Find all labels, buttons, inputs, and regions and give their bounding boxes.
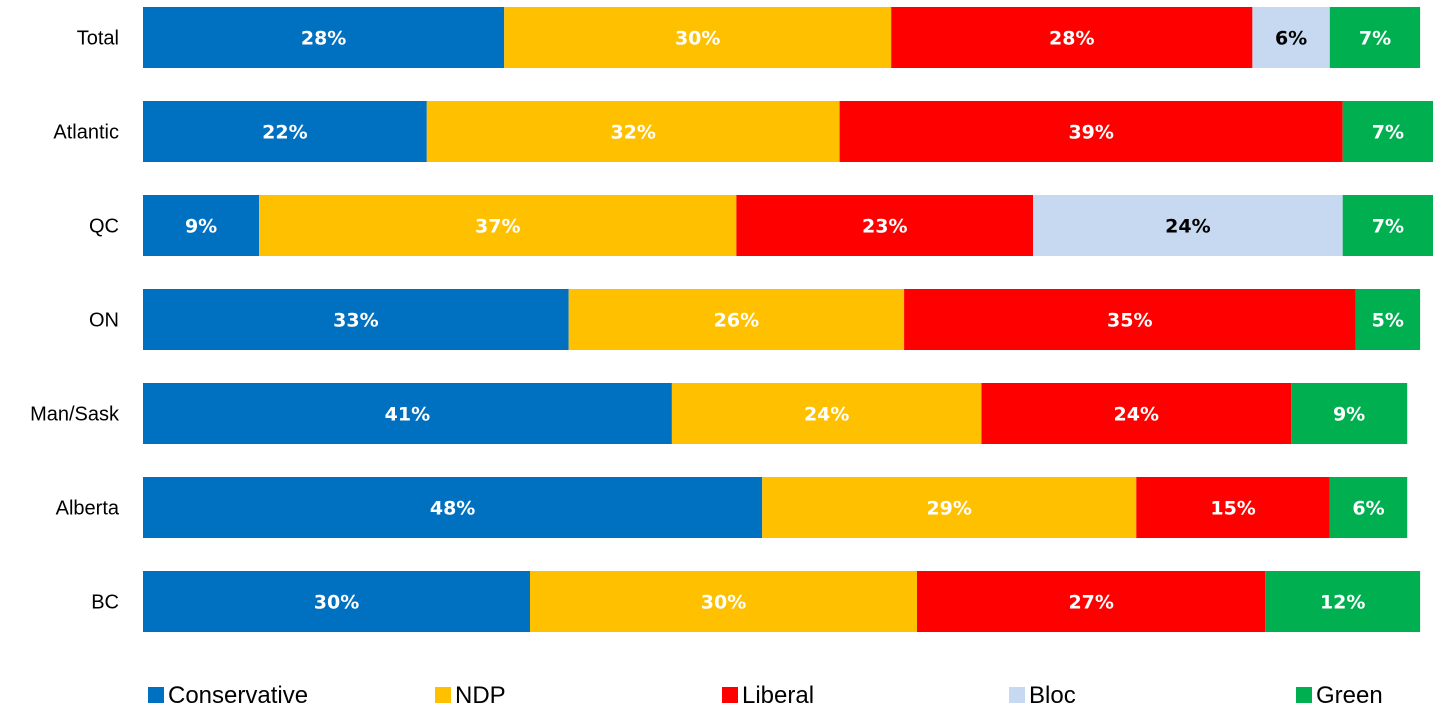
bar-ndp-bc xyxy=(530,571,917,632)
bar-green-bc xyxy=(1265,571,1421,632)
bar-conservative-bc xyxy=(143,571,530,632)
bar-label-ndp-alberta: 29% xyxy=(926,498,971,520)
bar-label-liberal-total: 28% xyxy=(1049,28,1094,50)
bar-label-liberal-alberta: 15% xyxy=(1210,498,1255,520)
bar-conservative-atlantic xyxy=(143,101,427,162)
bar-label-conservative-atlantic: 22% xyxy=(262,122,307,144)
category-label-atlantic: Atlantic xyxy=(53,122,119,144)
bar-green-total xyxy=(1329,7,1421,68)
bar-liberal-atlantic xyxy=(839,101,1343,162)
bar-label-ndp-qc: 37% xyxy=(475,216,520,238)
bar-ndp-man-sask xyxy=(671,383,982,444)
bar-label-ndp-atlantic: 32% xyxy=(610,122,655,144)
bar-label-conservative-qc: 9% xyxy=(185,216,217,238)
bar-conservative-qc xyxy=(143,195,260,256)
bar-label-conservative-bc: 30% xyxy=(314,592,359,614)
bar-conservative-total xyxy=(143,7,505,68)
legend-label-ndp: NDP xyxy=(455,682,506,709)
bar-liberal-man-sask xyxy=(981,383,1292,444)
bar-label-bloc-qc: 24% xyxy=(1165,216,1210,238)
bar-label-ndp-bc: 30% xyxy=(701,592,746,614)
bar-label-green-atlantic: 7% xyxy=(1372,122,1404,144)
bar-ndp-qc xyxy=(259,195,737,256)
bar-conservative-on xyxy=(143,289,569,350)
bar-conservative-man-sask xyxy=(143,383,672,444)
bar-label-green-total: 7% xyxy=(1359,28,1391,50)
bar-conservative-alberta xyxy=(143,477,763,538)
bar-value-labels: 28% 30% 28% 6% 7% 22% 32% 39% 7% 9% 37% 23% 24% 7% 33%… xyxy=(185,28,1404,614)
bar-label-green-bc: 12% xyxy=(1320,592,1365,614)
bar-liberal-bc xyxy=(917,571,1266,632)
legend-label-bloc: Bloc xyxy=(1029,682,1076,709)
bar-label-liberal-man-sask: 24% xyxy=(1114,404,1159,426)
bar-label-green-alberta: 6% xyxy=(1352,498,1384,520)
bar-liberal-qc xyxy=(736,195,1034,256)
bar-liberal-alberta xyxy=(1136,477,1330,538)
bar-green-on xyxy=(1355,289,1421,350)
bar-label-ndp-total: 30% xyxy=(675,28,720,50)
bar-ndp-alberta xyxy=(762,477,1137,538)
legend-swatch-bloc xyxy=(1009,687,1025,703)
legend: Conservative NDP Liberal Bloc Green xyxy=(148,682,1383,709)
bar-bloc-qc xyxy=(1033,195,1343,256)
bar-label-conservative-total: 28% xyxy=(301,28,346,50)
bar-label-conservative-man-sask: 41% xyxy=(385,404,430,426)
bar-ndp-atlantic xyxy=(426,101,840,162)
legend-label-conservative: Conservative xyxy=(168,682,308,709)
bar-label-conservative-on: 33% xyxy=(333,310,378,332)
bar-green-qc xyxy=(1342,195,1433,256)
bar-label-conservative-alberta: 48% xyxy=(430,498,475,520)
category-label-alberta: Alberta xyxy=(56,498,120,520)
bar-label-ndp-on: 26% xyxy=(714,310,759,332)
bar-liberal-on xyxy=(904,289,1356,350)
bar-label-ndp-man-sask: 24% xyxy=(804,404,849,426)
bars xyxy=(143,7,1433,632)
category-labels: Total Atlantic QC ON Man/Sask Alberta BC xyxy=(30,28,120,614)
category-label-bc: BC xyxy=(91,592,119,614)
bar-green-atlantic xyxy=(1342,101,1433,162)
bar-bloc-total xyxy=(1252,7,1330,68)
category-label-on: ON xyxy=(89,310,119,332)
bar-label-liberal-on: 35% xyxy=(1107,310,1152,332)
bar-green-alberta xyxy=(1329,477,1408,538)
bar-green-man-sask xyxy=(1291,383,1408,444)
legend-swatch-conservative xyxy=(148,687,164,703)
legend-swatch-ndp xyxy=(435,687,451,703)
legend-swatch-liberal xyxy=(722,687,738,703)
bar-label-bloc-total: 6% xyxy=(1275,28,1307,50)
legend-label-liberal: Liberal xyxy=(742,682,814,709)
bar-label-green-on: 5% xyxy=(1372,310,1404,332)
bar-ndp-on xyxy=(568,289,905,350)
bar-label-liberal-qc: 23% xyxy=(862,216,907,238)
category-label-total: Total xyxy=(77,28,119,50)
bar-liberal-total xyxy=(891,7,1253,68)
bar-label-green-qc: 7% xyxy=(1372,216,1404,238)
legend-swatch-green xyxy=(1296,687,1312,703)
legend-label-green: Green xyxy=(1316,682,1383,709)
category-label-qc: QC xyxy=(89,216,119,238)
bar-label-green-man-sask: 9% xyxy=(1333,404,1365,426)
bar-label-liberal-atlantic: 39% xyxy=(1068,122,1113,144)
category-label-man-sask: Man/Sask xyxy=(30,404,120,426)
bar-ndp-total xyxy=(504,7,892,68)
bar-label-liberal-bc: 27% xyxy=(1068,592,1113,614)
